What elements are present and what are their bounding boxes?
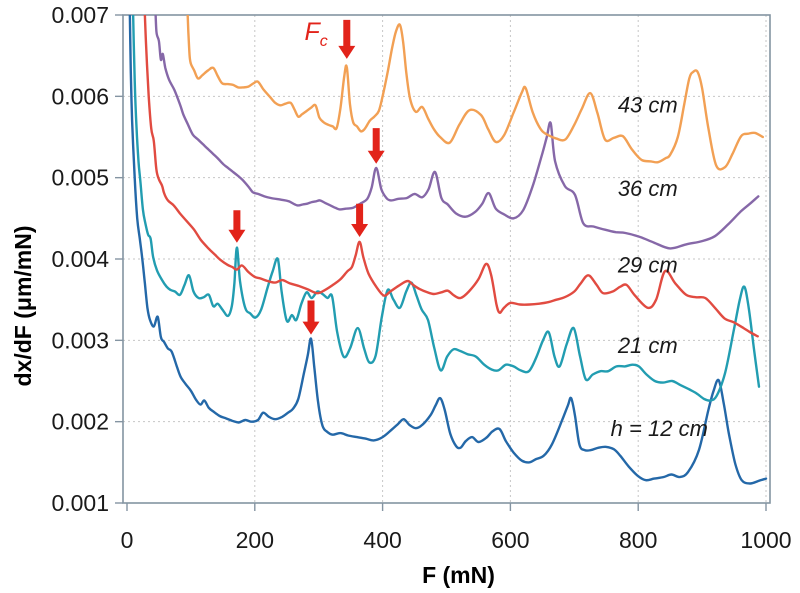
y-tick-label: 0.002 [51,409,109,435]
series-43-cm [186,15,764,171]
series-curves [128,15,768,485]
series-label-36-cm: 36 cm [618,176,678,201]
tick-labels: 0 200 400 600 800 1000 0.001 0.002 0.003 0.004 0.0… [51,2,791,553]
x-tick-label: 400 [363,527,401,553]
x-tick-label: 800 [619,527,657,553]
y-tick-label: 0.004 [51,246,109,272]
y-tick-label: 0.006 [51,83,109,109]
x-axis-title: F (mN) [422,562,495,588]
x-tick-label: 600 [491,527,529,553]
series-h-12-cm [128,15,768,485]
x-tick-label: 200 [236,527,274,553]
x-tick-label: 0 [121,527,134,553]
series-29-cm [143,15,759,338]
series-36-cm [154,15,760,250]
y-tick-label: 0.003 [51,327,109,353]
y-axis-title: dx/dF (μm/mN) [10,225,36,386]
fc-arrow-29-cm [351,203,369,237]
fc-arrow-21-cm [228,210,246,243]
fc-arrow-36-cm [367,128,385,164]
fc-arrow-43-cm [338,19,356,59]
series-labels: 43 cm 36 cm 29 cm 21 cm h = 12 cm [611,92,708,441]
y-tick-label: 0.001 [51,490,109,516]
series-label-43-cm: 43 cm [618,92,678,117]
y-tick-label: 0.005 [51,165,109,191]
series-label-h-12-cm: h = 12 cm [611,416,708,441]
fc-arrow-h-12-cm [302,300,320,335]
series-label-21-cm: 21 cm [617,333,678,358]
axis-ticks [115,14,767,511]
series-label-29-cm: 29 cm [617,253,678,278]
series-21-cm [131,15,761,402]
fc-arrows [228,19,385,335]
x-tick-label: 1000 [740,527,791,553]
fc-label: Fc [305,18,328,50]
y-tick-label: 0.007 [51,2,109,28]
